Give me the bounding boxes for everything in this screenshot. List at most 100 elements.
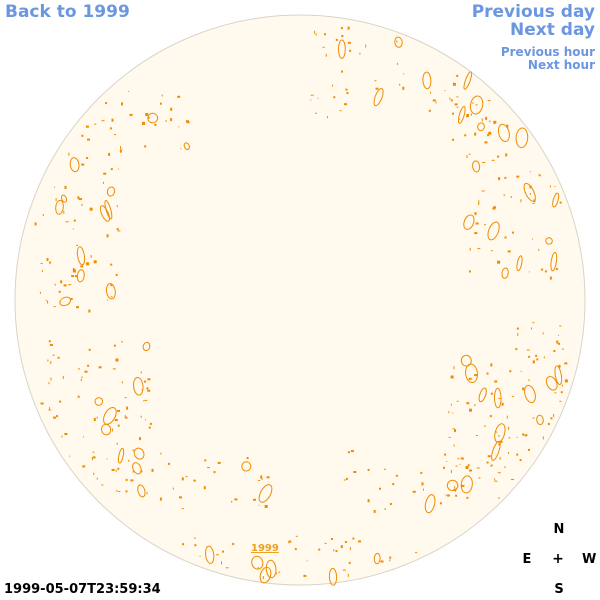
contour-mark-106 (137, 484, 146, 498)
contour-mark-98 (121, 381, 123, 384)
contour-mark-82 (128, 459, 130, 462)
contour-mark-489 (457, 106, 466, 124)
next-day-link[interactable]: Next day (510, 20, 595, 40)
contour-mark-59 (68, 152, 70, 156)
contour-mark-162 (528, 271, 530, 273)
contour-mark-47 (116, 205, 118, 208)
contour-mark-353 (221, 561, 222, 565)
magnetic-contours (34, 26, 568, 586)
contour-mark-65 (58, 290, 61, 293)
contour-mark-135 (98, 366, 102, 369)
compass-east: E (522, 552, 532, 567)
contour-mark-298 (564, 379, 568, 383)
contour-mark-476 (121, 102, 123, 106)
contour-mark-459 (310, 99, 312, 101)
contour-mark-347 (347, 573, 349, 577)
contour-mark-130 (113, 344, 116, 347)
contour-mark-84 (59, 400, 62, 403)
contour-mark-320 (306, 560, 308, 562)
contour-mark-79 (124, 415, 126, 419)
contour-mark-41 (60, 280, 63, 284)
contour-mark-3 (45, 299, 47, 301)
contour-mark-104 (132, 449, 134, 452)
contour-mark-21 (99, 205, 110, 222)
contour-mark-414 (384, 508, 386, 510)
contour-mark-76 (125, 490, 128, 493)
contour-mark-237 (559, 400, 562, 402)
contour-mark-107 (140, 371, 142, 374)
contour-mark-215 (516, 436, 518, 438)
contour-mark-413 (499, 456, 501, 460)
contour-mark-386 (258, 480, 261, 481)
contour-mark-313 (526, 349, 530, 351)
contour-mark-368 (234, 498, 238, 501)
contour-mark-477 (111, 118, 114, 122)
contour-mark-292 (536, 358, 539, 361)
contour-mark-460 (375, 87, 379, 90)
year-link[interactable]: 1999 (251, 543, 279, 554)
contour-mark-514 (338, 39, 346, 59)
contour-mark-508 (324, 33, 326, 36)
contour-mark-29 (90, 255, 92, 258)
contour-mark-481 (121, 148, 123, 150)
contour-mark-176 (498, 177, 501, 181)
contour-mark-253 (536, 414, 544, 426)
contour-mark-154 (504, 236, 507, 239)
contour-mark-118 (100, 423, 112, 436)
contour-mark-189 (541, 268, 544, 271)
contour-mark-424 (392, 483, 395, 486)
contour-mark-436 (332, 84, 333, 87)
contour-mark-330 (265, 559, 277, 579)
contour-mark-236 (554, 392, 557, 394)
contour-mark-31 (72, 228, 74, 230)
contour-mark-103 (61, 435, 63, 438)
contour-mark-339 (251, 555, 264, 570)
contour-mark-119 (83, 436, 84, 438)
contour-mark-52 (81, 163, 85, 166)
contour-mark-195 (532, 203, 535, 204)
contour-mark-12 (108, 152, 111, 156)
contour-mark-235 (448, 411, 450, 414)
contour-mark-286 (478, 387, 487, 403)
contour-mark-168 (552, 192, 560, 208)
contour-mark-167 (506, 124, 509, 128)
contour-mark-411 (343, 479, 346, 481)
contour-mark-13 (101, 120, 105, 122)
contour-mark-275 (495, 431, 498, 433)
contour-mark-422 (389, 503, 392, 505)
contour-mark-230 (509, 370, 512, 373)
contour-mark-147 (482, 162, 486, 163)
contour-mark-466 (154, 123, 157, 126)
contour-mark-241 (554, 365, 563, 385)
contour-mark-64 (76, 306, 79, 309)
previous-hour-link[interactable]: Previous hour (500, 45, 595, 59)
contour-mark-488 (177, 95, 181, 98)
contour-mark-244 (486, 372, 489, 375)
contour-mark-324 (193, 537, 196, 539)
contour-mark-403 (345, 477, 348, 480)
observation-timestamp: 1999-05-07T23:59:34 (4, 582, 161, 597)
contour-mark-255 (498, 435, 500, 437)
contour-mark-400 (350, 450, 354, 453)
contour-mark-287 (454, 489, 456, 492)
contour-mark-247 (453, 366, 455, 370)
back-to-year-link[interactable]: Back to 1999 (5, 2, 130, 22)
contour-mark-61 (39, 291, 41, 294)
contour-mark-9 (94, 123, 97, 125)
contour-mark-425 (395, 474, 398, 477)
previous-day-link[interactable]: Previous day (471, 2, 595, 22)
compass-center: + (552, 551, 564, 567)
contour-mark-464 (120, 146, 121, 150)
next-hour-link[interactable]: Next hour (527, 58, 595, 72)
contour-mark-33 (103, 172, 107, 175)
contour-mark-301 (528, 355, 531, 358)
contour-mark-20 (34, 222, 37, 226)
contour-mark-289 (497, 472, 501, 474)
contour-mark-307 (532, 360, 535, 364)
contour-mark-515 (359, 52, 361, 55)
contour-mark-45 (110, 168, 113, 171)
contour-mark-77 (50, 377, 52, 381)
contour-mark-218 (450, 470, 452, 473)
